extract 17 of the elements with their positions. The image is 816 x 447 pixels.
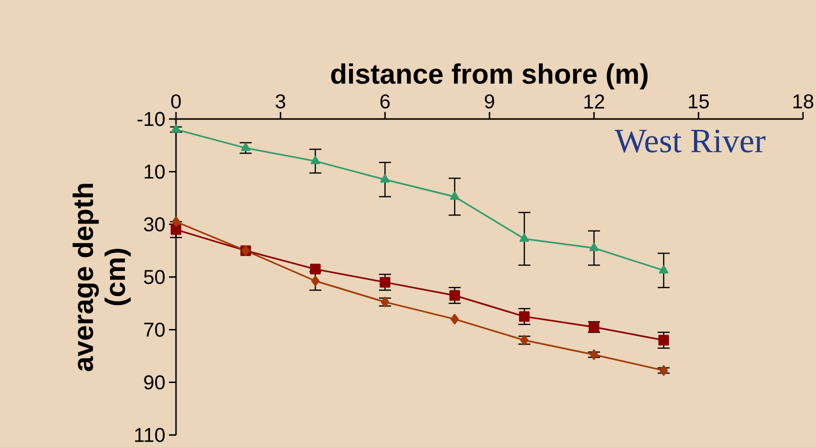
x-axis-title: distance from shore (m) bbox=[331, 63, 648, 90]
x-tick-label: 9 bbox=[484, 94, 494, 108]
x-tick-label: 3 bbox=[276, 94, 286, 108]
y-tick-label: 30 bbox=[144, 217, 165, 232]
y-tick-label: 110 bbox=[135, 428, 165, 442]
x-tick-label: 12 bbox=[584, 94, 604, 108]
y-tick-label: 70 bbox=[144, 322, 165, 337]
x-tick-label: 15 bbox=[688, 94, 709, 108]
x-tick-label: 18 bbox=[793, 94, 814, 108]
x-tick-label: 6 bbox=[380, 94, 390, 108]
y-tick-label: 90 bbox=[144, 375, 165, 390]
y-tick-label: 50 bbox=[144, 270, 165, 284]
annotation: West River bbox=[614, 130, 766, 153]
y-tick-label: 10 bbox=[144, 164, 165, 179]
y-tick-label: -10 bbox=[137, 112, 165, 126]
y-axis-title: average depth (cm) bbox=[72, 184, 131, 372]
x-tick-label: 0 bbox=[171, 94, 181, 108]
